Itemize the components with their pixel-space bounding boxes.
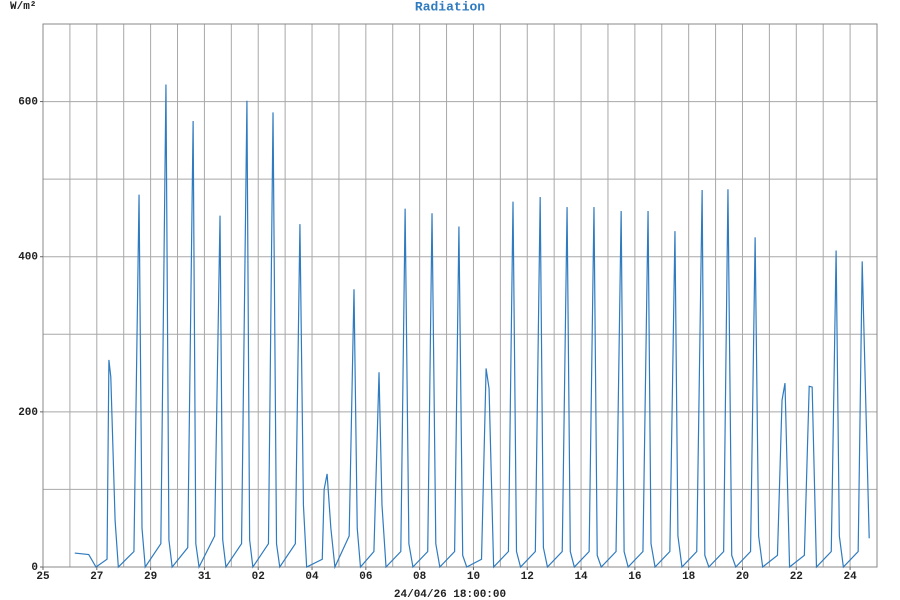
x-tick-label: 18 xyxy=(682,571,696,583)
x-tick-label: 22 xyxy=(790,571,803,583)
x-tick-label: 29 xyxy=(144,571,157,583)
y-unit: W/m² xyxy=(10,1,36,13)
x-tick-label: 20 xyxy=(736,571,749,583)
plot-border xyxy=(42,23,878,568)
y-tick-label: 0 xyxy=(31,562,38,574)
x-tick-label: 06 xyxy=(359,571,372,583)
x-tick-label: 10 xyxy=(467,571,480,583)
x-tick-label: 25 xyxy=(36,571,50,583)
x-axis-label: 24/04/26 18:00:00 xyxy=(394,589,506,600)
x-tick-label: 27 xyxy=(90,571,103,583)
chart-title: Radiation xyxy=(415,0,485,14)
x-tick-label: 12 xyxy=(521,571,534,583)
x-tick-label: 04 xyxy=(305,571,319,583)
y-tick-label: 200 xyxy=(18,407,38,419)
x-tick-label: 16 xyxy=(628,571,641,583)
data-line xyxy=(74,84,870,570)
x-tick-label: 31 xyxy=(198,571,212,583)
y-tick-label: 600 xyxy=(18,96,38,108)
x-tick-label: 24 xyxy=(843,571,857,583)
x-tick-label: 02 xyxy=(252,571,265,583)
x-tick-label: 08 xyxy=(413,571,427,583)
y-tick-label: 400 xyxy=(18,252,38,264)
x-tick-label: 14 xyxy=(574,571,588,583)
